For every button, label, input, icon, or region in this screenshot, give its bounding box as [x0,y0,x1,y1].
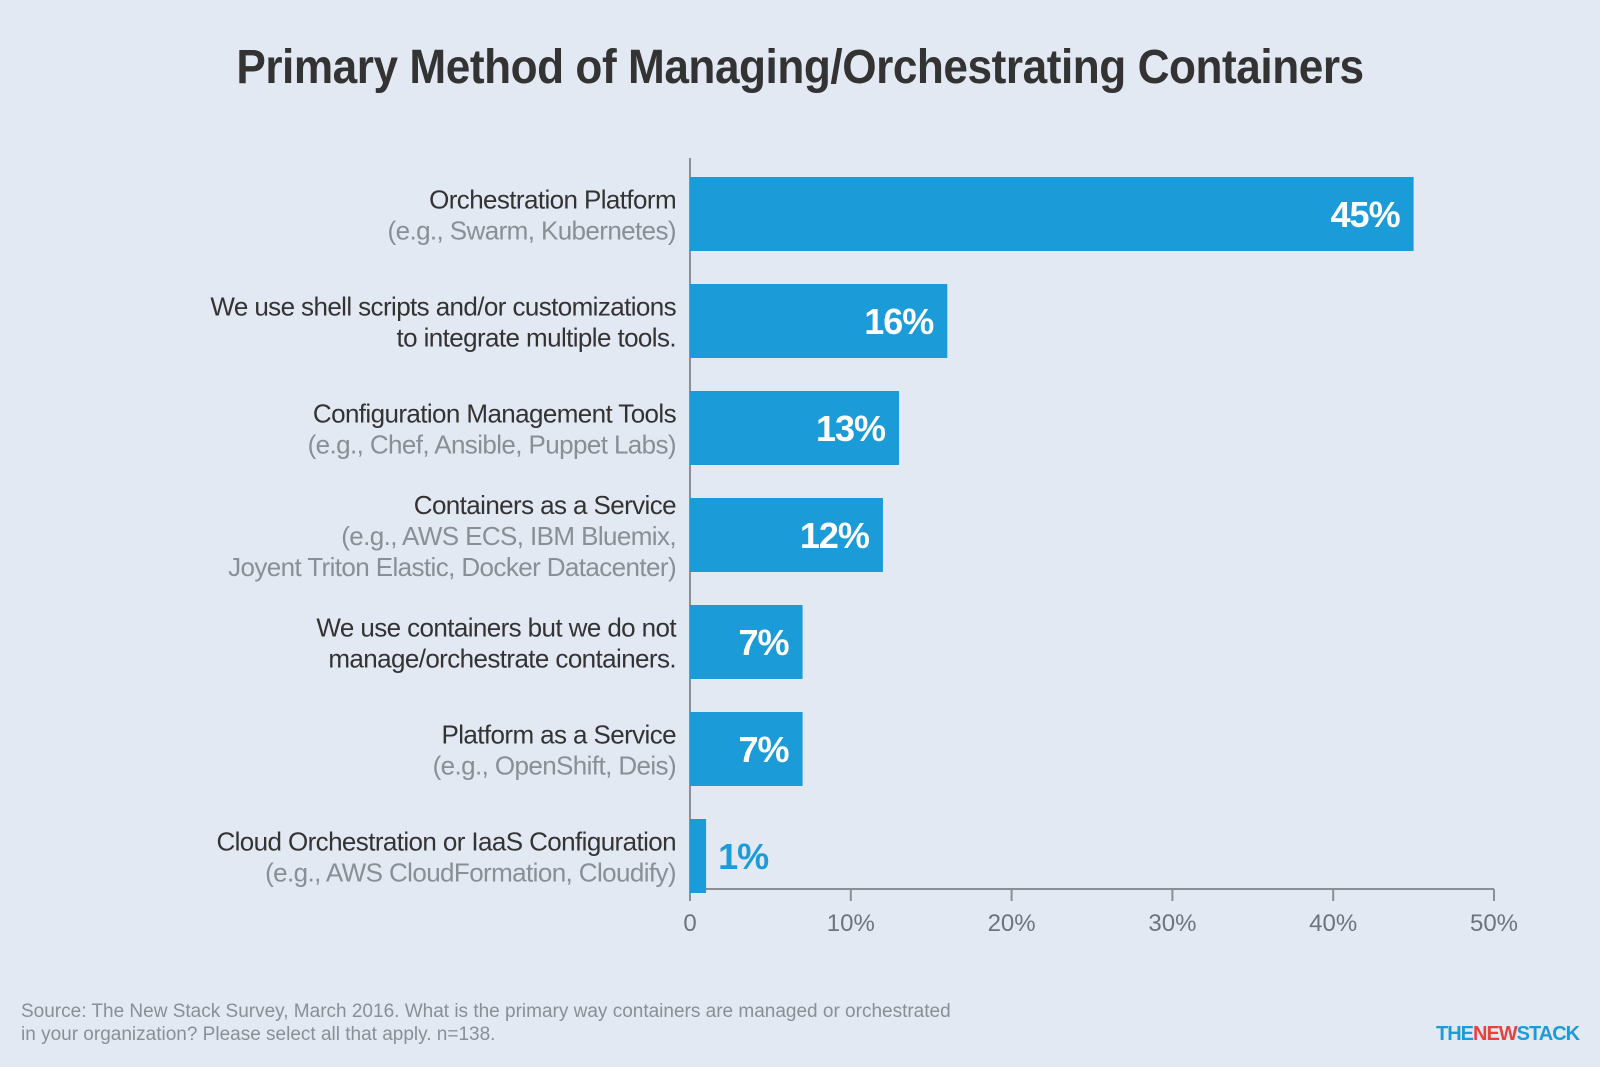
source-note: Source: The New Stack Survey, March 2016… [21,1000,1021,1046]
bar [690,177,1414,251]
x-tick-label: 0 [683,910,696,937]
category-label: to integrate multiple tools. [397,323,676,353]
bar-value-label: 1% [718,836,769,877]
chart-title: Primary Method of Managing/Orchestrating… [236,41,1364,94]
bar-value-label: 7% [739,729,790,770]
bar [690,712,803,786]
category-label: Cloud Orchestration or IaaS Configuratio… [216,827,676,857]
category-label: Configuration Management Tools [313,399,677,429]
bar-value-label: 45% [1331,194,1401,235]
bar [690,284,948,358]
x-tick-label: 20% [988,910,1036,937]
bar [690,819,707,893]
source-line-2: in your organization? Please select all … [21,1024,496,1045]
bar-value-label: 12% [800,515,870,556]
category-label: Joyent Triton Elastic, Docker Datacenter… [228,552,676,582]
category-label: manage/orchestrate containers. [328,644,676,674]
x-tick-label: 30% [1148,910,1196,937]
category-label: (e.g., AWS ECS, IBM Bluemix, [341,521,676,551]
bar [690,605,803,679]
bar [690,498,883,572]
bar [690,391,900,465]
logo-the: THE [1436,1023,1474,1045]
thenewstack-logo: THENEWSTACK [1436,1023,1580,1046]
category-label: (e.g., OpenShift, Deis) [433,751,676,781]
category-label: Platform as a Service [442,720,677,750]
x-tick-label: 10% [827,910,875,937]
bar-value-label: 16% [864,301,934,342]
x-tick-label: 40% [1309,910,1357,937]
source-line-1: Source: The New Stack Survey, March 2016… [21,1001,951,1022]
logo-new: NEW [1473,1023,1518,1045]
x-tick-label: 50% [1470,910,1518,937]
bar-value-label: 7% [739,622,790,663]
bar-value-label: 13% [816,408,886,449]
category-label: Containers as a Service [414,490,676,520]
category-label: We use containers but we do not [316,613,677,643]
logo-stack: STACK [1516,1023,1580,1045]
category-label: (e.g., AWS CloudFormation, Cloudify) [265,858,676,888]
category-label: We use shell scripts and/or customizatio… [210,292,676,322]
category-label: (e.g., Chef, Ansible, Puppet Labs) [308,430,676,460]
category-label: Orchestration Platform [429,185,676,215]
category-label: (e.g., Swarm, Kubernetes) [388,216,676,246]
